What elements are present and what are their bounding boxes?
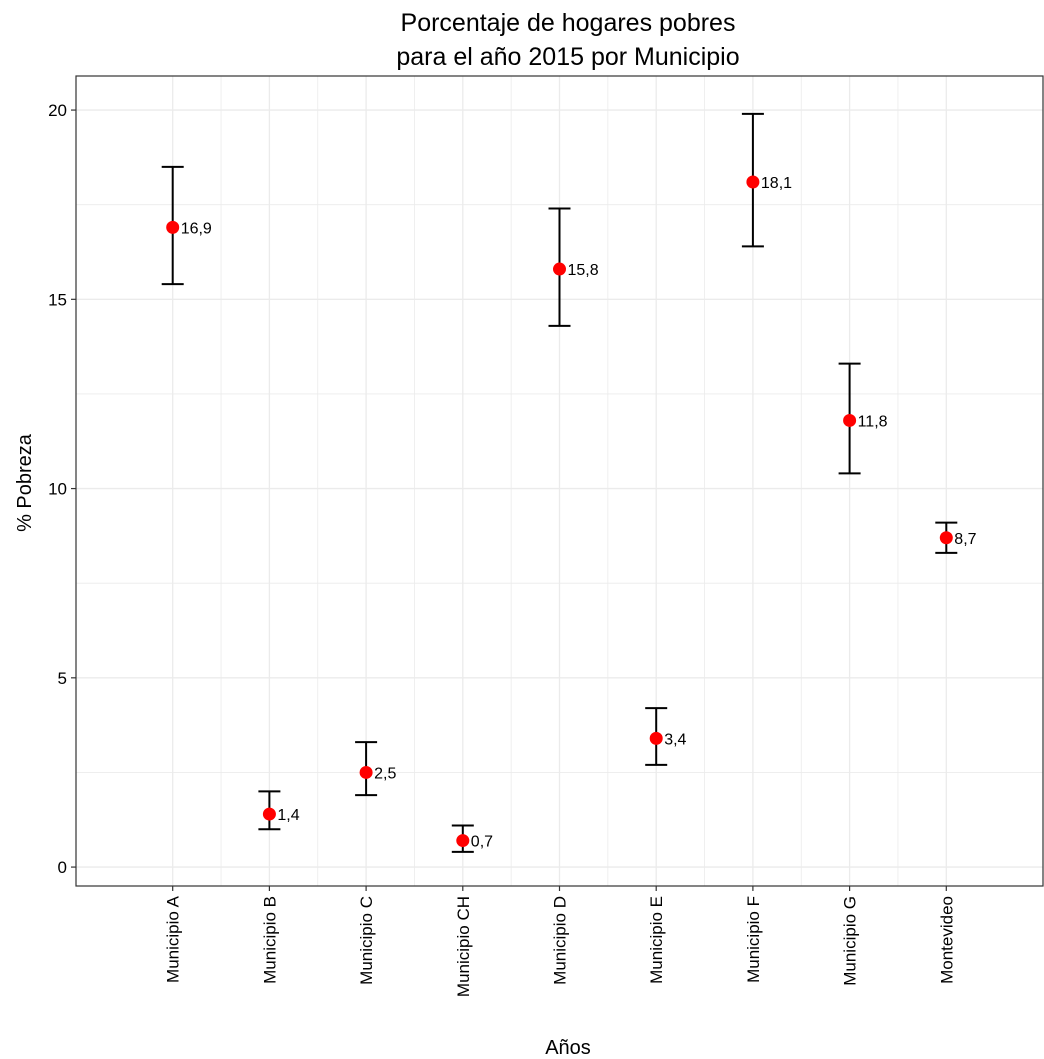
x-tick-label: Municipio B	[260, 896, 279, 984]
data-label: 15,8	[568, 262, 599, 279]
data-point	[939, 531, 953, 545]
x-tick-label: Municipio G	[841, 896, 860, 986]
data-point	[262, 807, 276, 821]
data-label: 0,7	[471, 834, 493, 851]
x-tick-label: Municipio A	[164, 895, 183, 983]
x-tick-label: Municipio F	[744, 896, 763, 983]
data-point	[553, 262, 566, 276]
x-tick-label: Municipio D	[551, 896, 570, 985]
x-tick-label: Municipio E	[647, 896, 666, 984]
data-label: 11,8	[858, 413, 888, 430]
panel-border	[75, 75, 1044, 887]
y-tick-label: 5	[58, 669, 67, 688]
x-tick-label: Municipio CH	[454, 896, 473, 997]
data-label: 3,4	[664, 731, 686, 748]
data-point	[746, 175, 760, 189]
y-tick-label: 15	[48, 290, 67, 309]
y-tick-label: 20	[48, 101, 67, 120]
x-axis-title: Años	[545, 1037, 591, 1059]
y-tick-label: 10	[48, 480, 67, 499]
plot-area: 0 5 10 15 20 Municipio A Municipio B Municipio …	[48, 75, 1044, 997]
data-point	[456, 834, 470, 848]
chart-title-line-2: para el año 2015 por Municipio	[396, 43, 739, 71]
data-point	[843, 413, 857, 427]
data-label: 1,4	[277, 807, 299, 824]
x-tick-label: Montevideo	[937, 896, 956, 984]
y-tick-label: 0	[58, 858, 67, 877]
data-point	[359, 765, 373, 779]
data-label: 18,1	[761, 175, 792, 192]
chart-title-line-1: Porcentaje de hogares pobres	[401, 9, 736, 37]
y-axis-title: % Pobreza	[14, 433, 36, 532]
data-label: 16,9	[181, 220, 212, 237]
x-tick-label: Municipio C	[357, 896, 376, 985]
data-label: 2,5	[374, 765, 396, 782]
data-label: 8,7	[954, 531, 976, 548]
data-point	[166, 220, 180, 234]
data-point	[649, 731, 663, 745]
